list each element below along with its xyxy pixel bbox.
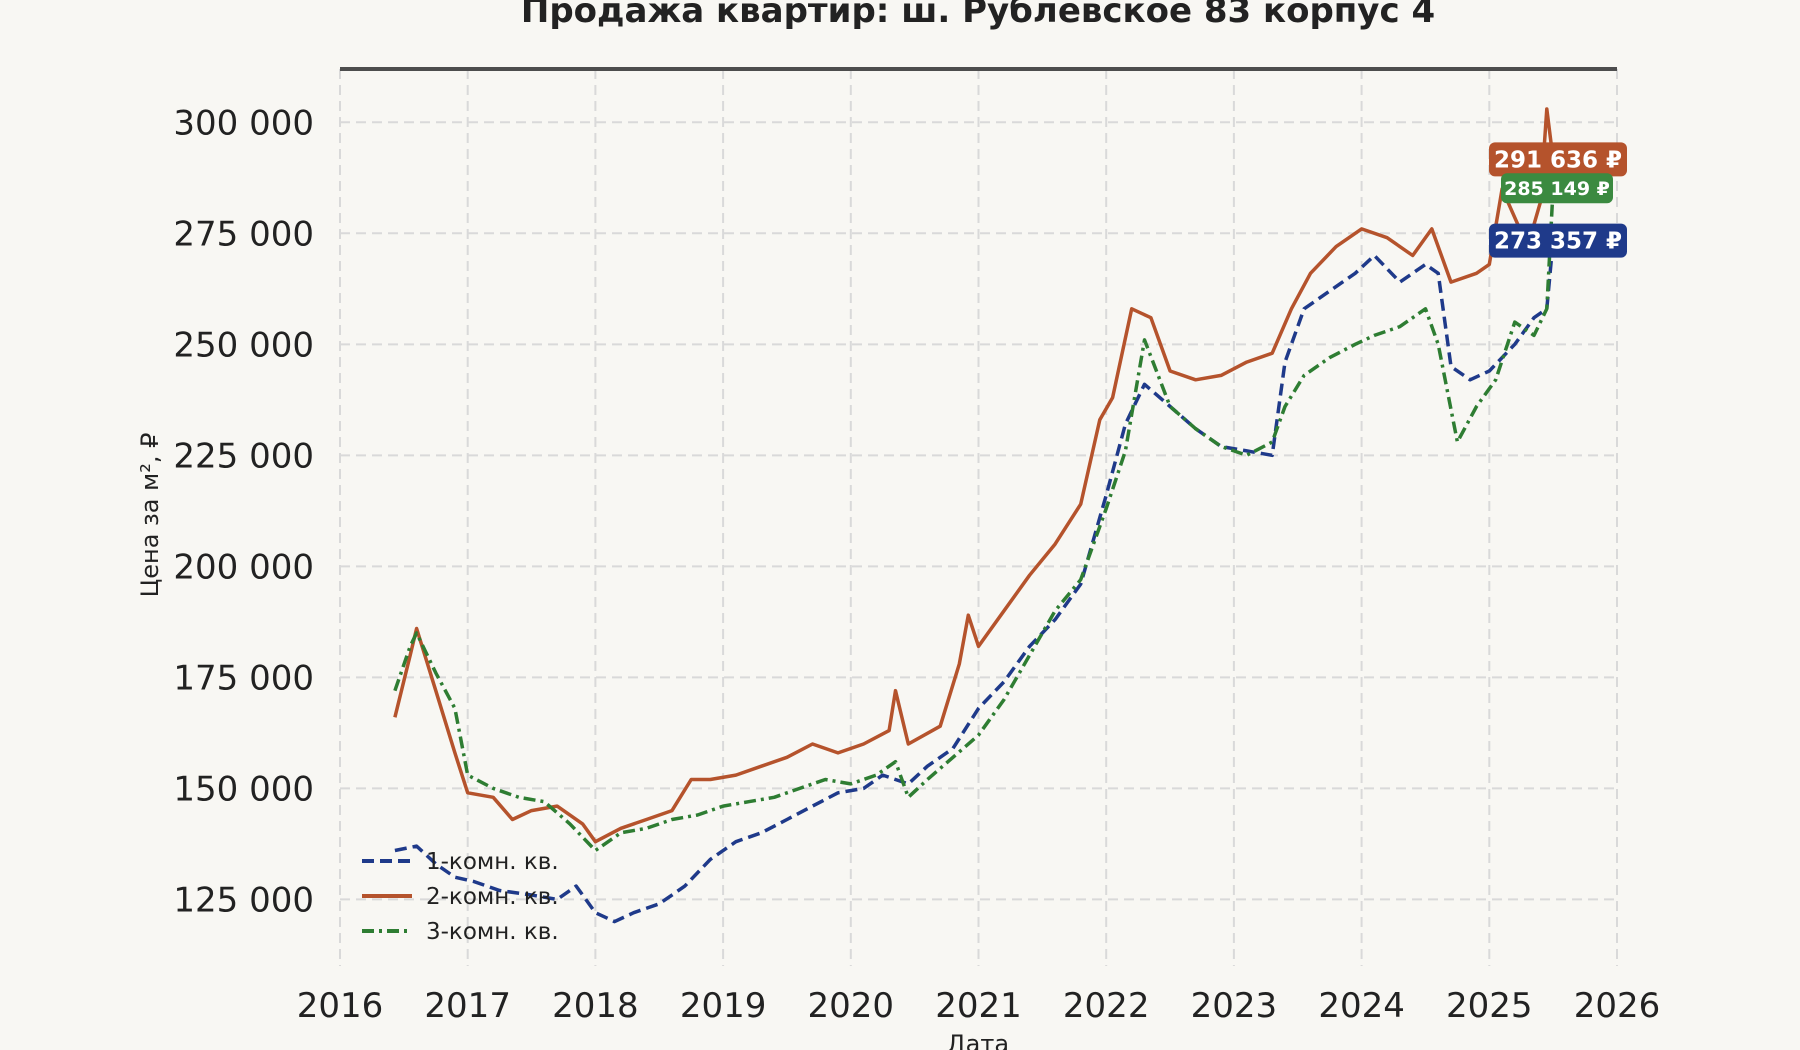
x-tick-label: 2025 xyxy=(1446,986,1533,1026)
x-tick-label: 2018 xyxy=(552,986,639,1026)
x-tick-label: 2019 xyxy=(680,986,767,1026)
end-label-2room: 291 636 ₽ xyxy=(1489,142,1627,177)
end-label-box xyxy=(1501,173,1613,204)
series-layer xyxy=(393,107,1555,924)
end-label-box xyxy=(1489,142,1627,177)
end-label-text: 285 149 ₽ xyxy=(1504,178,1610,200)
chart-title: Продажа квартир: ш. Рублевское 83 корпус… xyxy=(521,0,1435,31)
end-label-1room: 273 357 ₽ xyxy=(1489,223,1627,258)
series-line-3room xyxy=(393,188,1555,853)
y-tick-label: 225 000 xyxy=(173,436,314,476)
y-tick-label: 200 000 xyxy=(173,547,314,587)
end-label-layer: 291 636 ₽ 285 149 ₽ 273 357 ₽ xyxy=(1489,142,1627,258)
legend: 1-комн. кв. 2-комн. кв. 3-комн. кв. xyxy=(362,849,559,945)
y-axis-title: Цена за м², ₽ xyxy=(136,433,164,598)
x-tick-label: 2021 xyxy=(935,986,1022,1026)
x-axis-title: Дата xyxy=(947,1030,1009,1050)
x-tick-label: 2016 xyxy=(297,986,384,1026)
y-tick-label: 275 000 xyxy=(173,214,314,254)
end-label-box xyxy=(1489,223,1627,258)
series-line-2room xyxy=(393,107,1555,844)
x-tick-label: 2024 xyxy=(1318,986,1405,1026)
x-tick-label: 2022 xyxy=(1063,986,1150,1026)
x-tick-label: 2023 xyxy=(1191,986,1278,1026)
y-tick-label: 150 000 xyxy=(173,769,314,809)
x-tick-label: 2017 xyxy=(424,986,511,1026)
legend-label-2room: 2-комн. кв. xyxy=(426,884,559,910)
grid-layer xyxy=(339,69,1618,966)
tick-layer: 2016 2017 2018 2019 2020 2021 2022 2023 2024 2025… xyxy=(173,103,1660,1026)
y-tick-label: 250 000 xyxy=(173,325,314,365)
y-tick-label: 175 000 xyxy=(173,658,314,698)
legend-label-1room: 1-комн. кв. xyxy=(426,849,559,875)
x-tick-label: 2026 xyxy=(1574,986,1661,1026)
series-line-1room xyxy=(394,240,1555,924)
y-tick-label: 125 000 xyxy=(173,880,314,920)
end-label-3room: 285 149 ₽ xyxy=(1501,173,1613,204)
y-tick-label: 300 000 xyxy=(173,103,314,143)
legend-label-3room: 3-комн. кв. xyxy=(426,919,559,945)
end-label-text: 273 357 ₽ xyxy=(1494,229,1622,255)
end-label-text: 291 636 ₽ xyxy=(1494,147,1622,173)
x-tick-label: 2020 xyxy=(808,986,895,1026)
